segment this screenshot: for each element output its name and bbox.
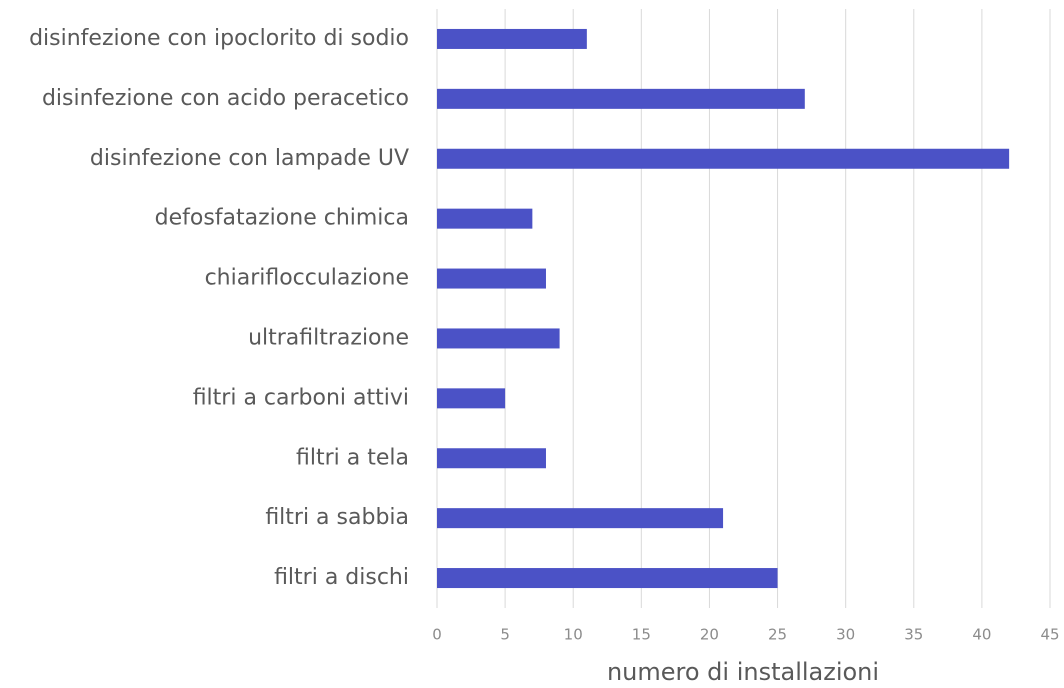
bar bbox=[437, 568, 778, 589]
bar bbox=[437, 508, 724, 529]
y-tick-label: disinfezione con lampade UV bbox=[90, 146, 409, 171]
x-tick-label: 5 bbox=[500, 626, 510, 644]
y-tick-label: filtri a dischi bbox=[274, 565, 409, 590]
y-tick-label: filtri a sabbia bbox=[265, 505, 409, 530]
y-tick-label: filtri a tela bbox=[296, 445, 409, 470]
bar bbox=[437, 388, 506, 409]
x-tick-label: 40 bbox=[972, 626, 991, 644]
x-tick-label: 20 bbox=[700, 626, 719, 644]
x-tick-label: 30 bbox=[836, 626, 855, 644]
bar bbox=[437, 328, 560, 349]
y-tick-label: disinfezione con ipoclorito di sodio bbox=[29, 26, 409, 51]
y-tick-label: ultrafiltrazione bbox=[248, 325, 409, 350]
x-tick-label: 35 bbox=[904, 626, 923, 644]
y-tick-label: defosfatazione chimica bbox=[155, 206, 409, 231]
x-tick-label: 10 bbox=[564, 626, 583, 644]
x-axis-title: numero di installazioni bbox=[607, 658, 879, 686]
x-tick-label: 15 bbox=[632, 626, 651, 644]
y-tick-label: filtri a carboni attivi bbox=[193, 385, 409, 410]
x-tick-label: 0 bbox=[432, 626, 442, 644]
bar bbox=[437, 208, 533, 229]
x-tick-label: 45 bbox=[1040, 626, 1059, 644]
bar bbox=[437, 88, 805, 109]
x-tick-label: 25 bbox=[768, 626, 787, 644]
bar bbox=[437, 268, 546, 289]
y-tick-label: disinfezione con acido peracetico bbox=[42, 86, 409, 111]
bar bbox=[437, 28, 587, 49]
y-tick-label: chiariflocculazione bbox=[205, 266, 409, 291]
bar bbox=[437, 448, 546, 469]
bar bbox=[437, 148, 1010, 169]
